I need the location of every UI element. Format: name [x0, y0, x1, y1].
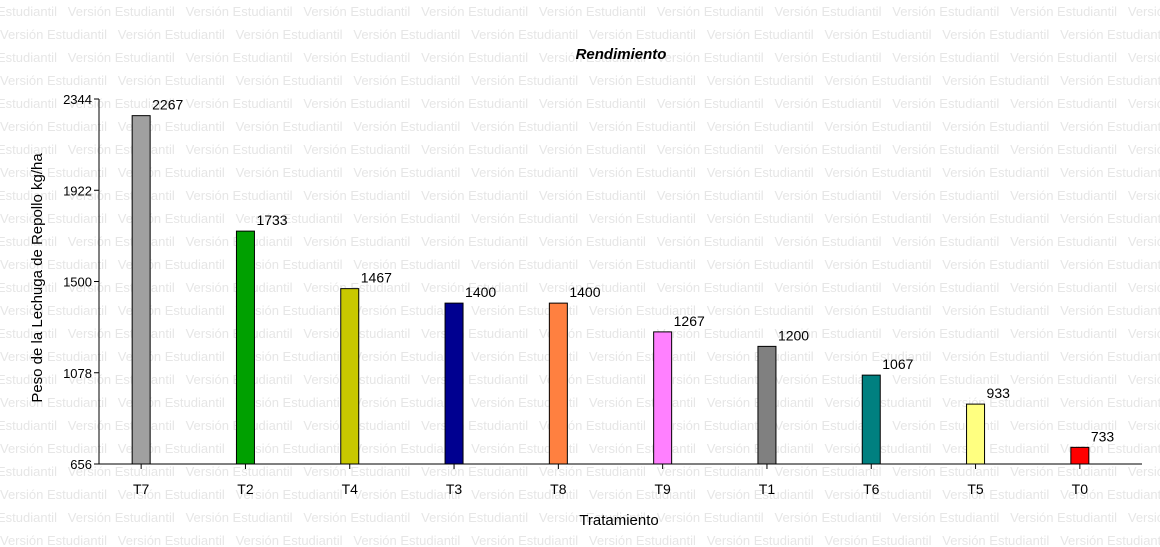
y-tick-label: 1500: [63, 275, 92, 290]
bar-t5: [966, 403, 986, 465]
data-label: 1400: [569, 284, 600, 300]
x-tick-label: T8: [550, 481, 567, 497]
x-ticks: T7 T2 T4 T3 T8 T9 T1 T6 T5 T0: [133, 464, 1088, 497]
x-axis-label: Tratamiento: [579, 512, 658, 529]
y-tick-label: 2344: [63, 92, 92, 107]
x-tick-label: T9: [654, 481, 671, 497]
x-tick-label: T4: [342, 481, 359, 497]
bars: 2267 1733 1467 1400 1400 1267 1200 1067 933 733: [131, 97, 1115, 465]
bar-t8: [548, 302, 568, 465]
y-ticks: 656 1078 1500 1922 2344: [63, 92, 99, 472]
data-label: 1267: [674, 313, 705, 329]
y-tick-label: 656: [70, 457, 92, 472]
x-tick-label: T5: [967, 481, 984, 497]
data-label: 733: [1091, 428, 1115, 444]
data-label: 1733: [256, 212, 287, 228]
bar-t4: [340, 288, 360, 465]
data-label: 1200: [778, 327, 809, 343]
x-tick-label: T3: [446, 481, 463, 497]
data-label: 1467: [361, 270, 392, 286]
x-tick-label: T6: [863, 481, 880, 497]
bar-t1: [757, 345, 777, 465]
chart-title: Rendimiento: [576, 46, 667, 63]
data-label: 2267: [152, 97, 183, 113]
bar-t6: [861, 374, 881, 465]
y-axis-label: Peso de la Lechuga de Repollo kg/ha: [29, 153, 46, 403]
bar-t2: [235, 230, 255, 465]
x-tick-label: T1: [759, 481, 776, 497]
bar-t9: [653, 331, 673, 465]
bar-t0: [1070, 446, 1090, 465]
y-tick-label: 1922: [63, 183, 92, 198]
x-tick-label: T7: [133, 481, 150, 497]
x-tick-label: T2: [237, 481, 254, 497]
data-label: 1400: [465, 284, 496, 300]
y-tick-label: 1078: [63, 366, 92, 381]
data-label: 1067: [882, 356, 913, 372]
x-tick-label: T0: [1072, 481, 1089, 497]
bar-t7: [131, 115, 151, 465]
data-label: 933: [987, 385, 1011, 401]
bar-t3: [444, 302, 464, 465]
